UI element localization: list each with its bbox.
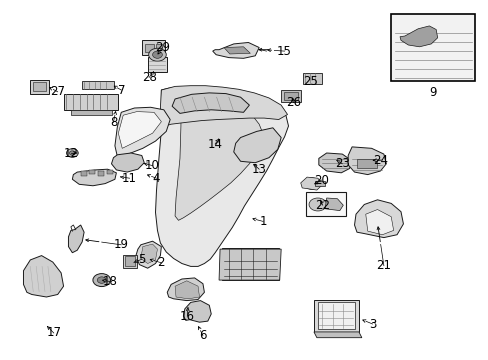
Polygon shape [175, 281, 199, 299]
FancyBboxPatch shape [281, 90, 300, 102]
FancyBboxPatch shape [98, 171, 104, 176]
FancyBboxPatch shape [283, 92, 298, 100]
Text: 1: 1 [259, 215, 266, 228]
Polygon shape [354, 200, 403, 238]
Polygon shape [175, 99, 263, 220]
Text: 26: 26 [285, 96, 300, 109]
Text: 16: 16 [180, 310, 194, 323]
Text: 10: 10 [145, 159, 160, 172]
Text: 5: 5 [138, 253, 145, 266]
Text: 29: 29 [155, 41, 169, 54]
Circle shape [308, 198, 326, 211]
FancyBboxPatch shape [303, 73, 321, 84]
Polygon shape [72, 169, 116, 186]
Circle shape [148, 48, 166, 61]
Text: 18: 18 [102, 275, 117, 288]
Text: 14: 14 [207, 138, 222, 150]
FancyBboxPatch shape [125, 256, 135, 266]
Text: 27: 27 [50, 85, 65, 98]
Text: 24: 24 [372, 154, 387, 167]
Polygon shape [300, 177, 322, 190]
Text: 17: 17 [46, 327, 61, 339]
Circle shape [152, 51, 162, 58]
Polygon shape [115, 107, 170, 157]
Text: 22: 22 [315, 199, 329, 212]
FancyBboxPatch shape [155, 44, 162, 52]
Text: 20: 20 [314, 174, 328, 186]
FancyBboxPatch shape [147, 57, 167, 72]
FancyBboxPatch shape [81, 171, 86, 176]
Text: 8: 8 [109, 116, 117, 129]
FancyBboxPatch shape [144, 44, 153, 52]
FancyBboxPatch shape [107, 170, 113, 174]
FancyBboxPatch shape [89, 170, 95, 174]
Polygon shape [23, 256, 63, 297]
Text: 23: 23 [334, 157, 349, 170]
Polygon shape [111, 153, 144, 172]
Text: 3: 3 [368, 318, 376, 330]
Polygon shape [160, 86, 287, 127]
Text: 11: 11 [122, 172, 137, 185]
Text: 6: 6 [199, 329, 206, 342]
FancyBboxPatch shape [30, 80, 49, 94]
FancyBboxPatch shape [63, 94, 118, 110]
Polygon shape [313, 332, 361, 338]
FancyBboxPatch shape [71, 110, 112, 115]
Circle shape [97, 277, 106, 283]
FancyBboxPatch shape [314, 181, 324, 186]
Text: 9: 9 [428, 86, 436, 99]
Polygon shape [399, 26, 437, 47]
Text: 2: 2 [157, 256, 165, 269]
FancyBboxPatch shape [305, 192, 345, 216]
FancyBboxPatch shape [82, 81, 114, 89]
FancyBboxPatch shape [222, 248, 278, 280]
Circle shape [66, 149, 78, 157]
Polygon shape [318, 153, 350, 173]
FancyBboxPatch shape [317, 302, 354, 329]
Text: 28: 28 [142, 71, 156, 84]
FancyBboxPatch shape [390, 14, 474, 81]
Polygon shape [219, 249, 281, 280]
Polygon shape [233, 128, 281, 163]
FancyBboxPatch shape [123, 255, 137, 268]
Text: 21: 21 [376, 259, 390, 272]
FancyBboxPatch shape [142, 40, 165, 55]
Polygon shape [224, 47, 250, 54]
Polygon shape [155, 87, 288, 266]
FancyBboxPatch shape [356, 159, 376, 168]
Polygon shape [325, 198, 343, 211]
Circle shape [304, 178, 319, 189]
Text: 13: 13 [251, 163, 266, 176]
Polygon shape [172, 93, 249, 113]
Polygon shape [118, 112, 161, 148]
FancyBboxPatch shape [33, 82, 46, 91]
Polygon shape [167, 278, 204, 301]
Text: 4: 4 [152, 172, 160, 185]
Circle shape [93, 274, 110, 287]
Text: 19: 19 [114, 238, 128, 251]
Polygon shape [183, 301, 211, 322]
Polygon shape [141, 244, 157, 264]
Text: 12: 12 [63, 147, 78, 159]
Text: 25: 25 [303, 75, 317, 87]
Polygon shape [347, 147, 386, 175]
FancyBboxPatch shape [313, 300, 358, 332]
Polygon shape [68, 225, 84, 253]
Text: 7: 7 [117, 84, 125, 96]
Polygon shape [136, 241, 161, 268]
Text: 15: 15 [277, 45, 291, 58]
Polygon shape [212, 42, 259, 58]
Circle shape [69, 151, 75, 155]
Polygon shape [365, 210, 393, 235]
